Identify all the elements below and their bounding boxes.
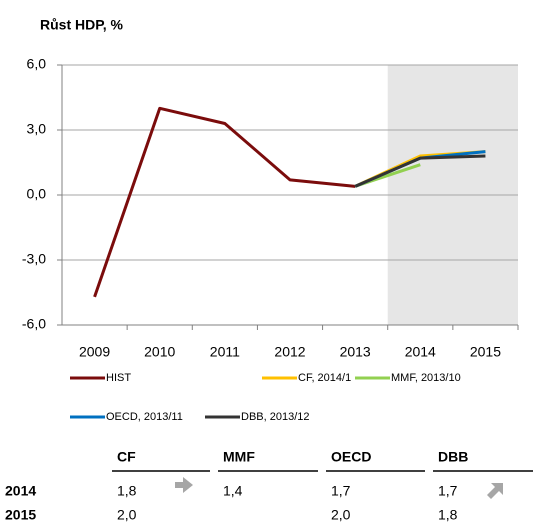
table-header: OECD [331,449,371,465]
x-tick-label: 2011 [210,344,240,360]
row-label: 2014 [5,483,36,499]
x-tick-label: 2010 [144,344,175,360]
table-cell: 1,8 [438,507,458,523]
y-tick-label: 6,0 [27,56,47,72]
table-cell: 1,7 [331,483,351,499]
row-label: 2015 [5,507,36,523]
table-cell: 1,8 [117,483,137,499]
legend-label: CF, 2014/1 [298,372,351,384]
y-tick-label: -6,0 [22,316,46,332]
series-line [93,106,356,298]
arrow-right [175,477,193,493]
legend-label: DBB, 2013/12 [241,411,310,423]
x-tick-label: 2012 [274,344,305,360]
arrow-up-right [487,483,503,499]
series-line [354,154,486,188]
chart-title: Růst HDP, % [40,17,124,33]
table-header: MMF [223,449,255,465]
legend-label: OECD, 2013/11 [106,411,183,423]
table-cell: 1,7 [438,483,458,499]
x-tick-label: 2013 [340,344,371,360]
x-tick-label: 2015 [470,344,501,360]
x-tick-label: 2009 [79,344,110,360]
y-tick-label: 0,0 [27,186,47,202]
y-tick-label: -3,0 [22,251,46,267]
table-cell: 2,0 [117,507,137,523]
x-tick-label: 2014 [405,344,436,360]
legend-label: MMF, 2013/10 [391,372,461,384]
table-header: DBB [438,449,468,465]
table-cell: 2,0 [331,507,351,523]
table-cell: 1,4 [223,483,243,499]
table-header: CF [117,449,136,465]
legend-label: HIST [106,372,131,384]
y-tick-label: 3,0 [27,121,47,137]
